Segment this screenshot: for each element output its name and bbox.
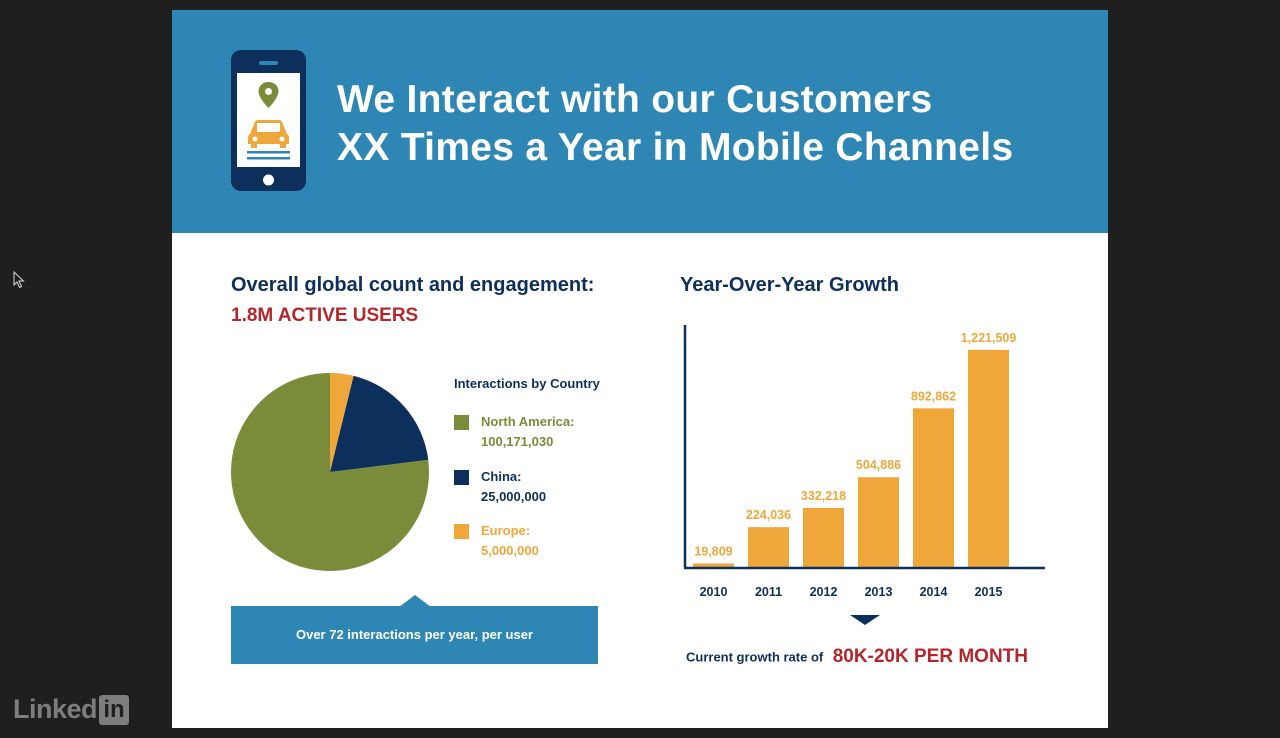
x-tick-2014: 2014	[920, 585, 948, 599]
bar-label-2010: 19,809	[694, 544, 732, 558]
global-count-heading: Overall global count and engagement:	[231, 274, 595, 296]
pie-slice-north-america	[231, 373, 429, 571]
growth-heading: Year-Over-Year Growth	[680, 274, 899, 296]
legend-swatch-north-america	[454, 415, 469, 430]
pie-chart	[231, 373, 429, 571]
slide: We Interact with our Customers XX Times …	[172, 10, 1108, 728]
linkedin-logo: Linked in	[13, 694, 130, 725]
legend-swatch-europe	[454, 524, 469, 539]
callout-box	[231, 606, 598, 664]
header-banner: We Interact with our Customers XX Times …	[172, 10, 1108, 233]
pie-slice-china	[330, 375, 429, 472]
page-title: We Interact with our Customers XX Times …	[337, 76, 1013, 172]
legend-label-china: China:	[481, 469, 522, 484]
pie-slice-europe	[330, 373, 354, 472]
legend-value-north-america: 100,171,030	[481, 434, 554, 449]
bar-2015	[968, 349, 1009, 567]
linkedin-logo-word: Linked	[13, 694, 98, 724]
pie-legend-title: Interactions by Country	[454, 376, 600, 391]
mouse-pointer-icon	[13, 271, 25, 289]
growth-rate-value: 80K-20K PER MONTH	[832, 646, 1029, 667]
x-tick-2012: 2012	[810, 585, 838, 599]
interactions-callout: Over 72 interactions per year, per user	[231, 595, 598, 664]
title-line-1: We Interact with our Customers	[337, 78, 933, 121]
down-arrow-icon	[850, 615, 880, 625]
title-line-2: XX Times a Year in Mobile Channels	[337, 126, 1014, 169]
legend-label-europe: Europe:	[481, 523, 531, 538]
bar-2014	[913, 408, 954, 567]
legend-value-europe: 5,000,000	[481, 543, 539, 558]
bar-label-2012: 332,218	[801, 489, 846, 503]
growth-rate: Current growth rate of 80K-20K PER MONTH	[686, 646, 1028, 668]
bar-label-2011: 224,036	[746, 508, 791, 522]
x-tick-2013: 2013	[865, 585, 893, 599]
linkedin-logo-box: in	[99, 694, 130, 725]
x-tick-2011: 2011	[755, 585, 782, 599]
bar-chart: 19,809 2010 224,036 2011 332,218 2012 504,886 2…	[683, 325, 1045, 599]
bar-label-2014: 892,862	[911, 389, 956, 403]
x-tick-2010: 2010	[700, 585, 728, 599]
legend-swatch-china	[454, 470, 469, 485]
bar-label-2013: 504,886	[856, 458, 901, 472]
bar-2011	[748, 527, 789, 567]
bar-2013	[858, 477, 899, 567]
bar-label-2015: 1,221,509	[961, 331, 1017, 345]
active-users-label: 1.8M ACTIVE USERS	[231, 305, 419, 326]
legend-label-north-america: North America:	[481, 414, 575, 429]
growth-rate-label: Current growth rate of	[686, 649, 824, 665]
legend-value-china: 25,000,000	[481, 489, 547, 504]
callout-text: Over 72 interactions per year, per user	[295, 627, 533, 642]
bar-2012	[803, 507, 844, 567]
x-tick-2015: 2015	[975, 585, 1003, 599]
smartphone-location-car-icon	[231, 50, 306, 191]
bar-2010	[693, 563, 734, 567]
callout-pointer	[399, 595, 431, 607]
